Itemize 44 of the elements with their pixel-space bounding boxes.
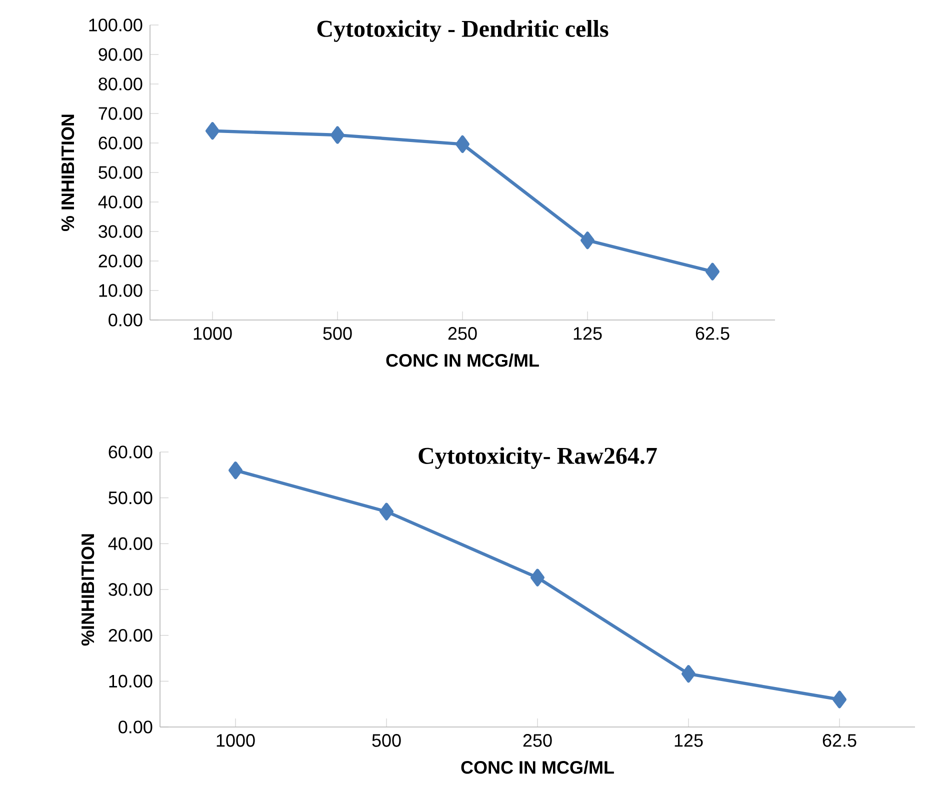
x-tick-label: 500 (372, 734, 401, 747)
point (580, 232, 595, 250)
point (832, 690, 846, 708)
y-tick-label: 40.00 (108, 537, 152, 550)
y-tick-label: 10.00 (99, 284, 142, 297)
chart-title: Cytotoxicity- Raw264.7 (418, 447, 657, 469)
y-tick-label: 50.00 (108, 491, 152, 504)
y-tick-label: 0.00 (108, 314, 142, 326)
x-tick-label: 62.5 (696, 327, 730, 340)
x-axis-title: CONC IN MCG/ML (386, 354, 539, 367)
x-tick-label: 125 (674, 734, 703, 747)
y-tick-label: 80.00 (98, 78, 142, 90)
x-tick-label: 250 (448, 327, 477, 340)
y-tick-label: 100.00 (89, 18, 142, 32)
point (380, 502, 394, 520)
x-tick-label: 62.5 (822, 734, 856, 747)
y-tick-label: 60.00 (108, 446, 152, 458)
x-tick-label: 250 (523, 734, 552, 747)
x-tick-label: 1000 (216, 734, 255, 747)
x-axis-title: CONC IN MCG/ML (461, 760, 614, 774)
x-tick-label: 500 (323, 327, 352, 340)
point (206, 122, 220, 140)
y-tick-label: 50.00 (98, 166, 142, 179)
point (456, 135, 470, 153)
y-tick-label: 90.00 (98, 48, 142, 61)
y-axis-title: % INHIBITION (61, 114, 74, 232)
y-tick-label: 0.00 (118, 720, 152, 734)
x-tick-label: 1000 (194, 327, 232, 340)
y-axis-title: %INHIBITION (81, 534, 94, 646)
point (530, 568, 545, 586)
point (228, 462, 243, 480)
y-tick-label: 30.00 (98, 225, 142, 238)
chart-title: Cytotoxicity - Dendritic cells (317, 20, 608, 42)
y-tick-label: 30.00 (108, 583, 152, 596)
y-tick-label: 70.00 (98, 107, 142, 120)
point (330, 126, 345, 144)
y-tick-label: 20.00 (98, 254, 142, 268)
y-tick-label: 10.00 (109, 674, 152, 688)
y-tick-label: 20.00 (108, 628, 152, 642)
y-tick-label: 60.00 (98, 136, 142, 150)
point (706, 262, 720, 280)
x-tick-label: 125 (574, 327, 602, 340)
y-tick-label: 40.00 (98, 196, 142, 208)
point (682, 665, 696, 683)
